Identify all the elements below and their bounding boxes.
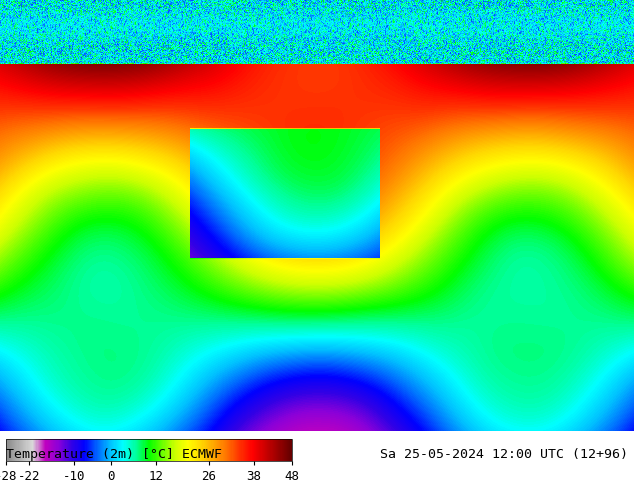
Text: Temperature (2m) [°C] ECMWF: Temperature (2m) [°C] ECMWF (6, 448, 223, 462)
Text: Sa 25-05-2024 12:00 UTC (12+96): Sa 25-05-2024 12:00 UTC (12+96) (380, 448, 628, 462)
